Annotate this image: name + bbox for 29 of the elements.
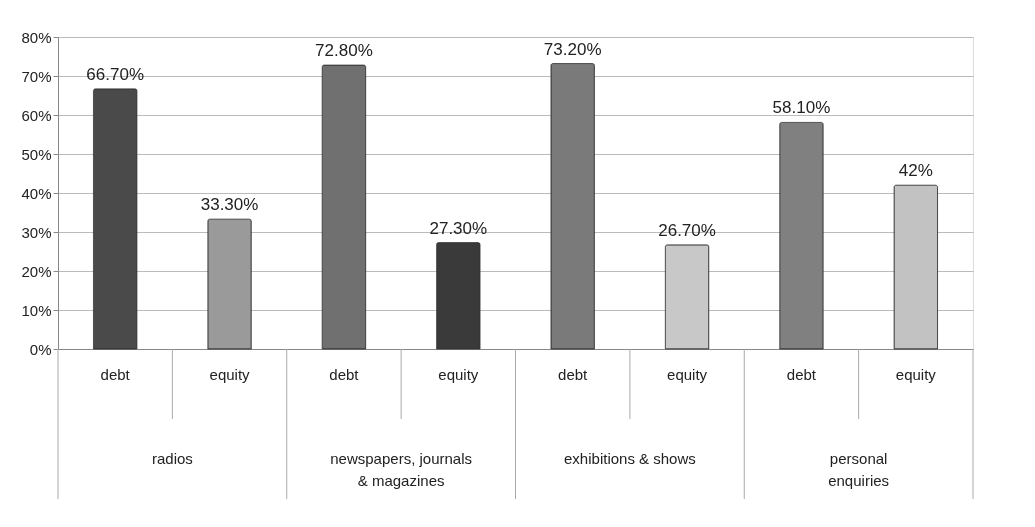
data-label: 66.70% — [86, 64, 145, 84]
y-tick-label: 20% — [21, 262, 52, 280]
x-tick-label: equity — [438, 365, 479, 383]
y-tick-label: 40% — [21, 184, 52, 202]
x-tick-label: debt — [329, 365, 360, 383]
y-tick-label: 60% — [21, 106, 52, 124]
x-tick-label: equity — [895, 365, 937, 383]
data-label: 27.30% — [429, 218, 488, 238]
y-tick-label: 80% — [21, 28, 52, 46]
data-label: 58.10% — [772, 98, 831, 118]
x-tick-label: debt — [786, 365, 817, 383]
y-tick-label: 30% — [21, 223, 52, 241]
x-tick-label: debt — [558, 365, 589, 383]
data-label: 42% — [898, 161, 933, 181]
y-tick-label: 10% — [21, 301, 52, 319]
text: exhibitions & shows — [564, 450, 696, 467]
x-tick-label: debt — [100, 365, 131, 383]
text: newspapers, journals & magazines — [330, 450, 472, 489]
text: radios — [151, 450, 193, 467]
data-label: 72.80% — [315, 41, 373, 61]
y-tick-label: 50% — [21, 145, 52, 163]
y-tick-label: 70% — [21, 67, 52, 85]
x-tick-label: equity — [667, 365, 708, 383]
data-label: 73.20% — [543, 39, 602, 59]
x-tick-label: equity — [209, 365, 251, 383]
text: personal enquiries — [828, 450, 890, 489]
data-label: 26.70% — [658, 220, 716, 240]
y-tick-label: 0% — [29, 340, 52, 358]
data-label: 33.30% — [200, 195, 259, 215]
